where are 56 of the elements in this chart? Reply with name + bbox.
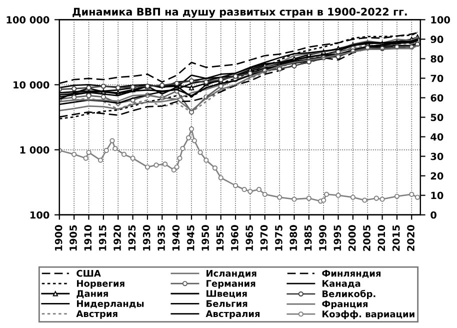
x-tick-label: 2000	[348, 225, 356, 251]
legend-label: Швеция	[206, 290, 247, 298]
legend-label: США	[76, 270, 101, 277]
legend-label: Бельгия	[206, 300, 248, 307]
x-tick-label: 1915	[98, 225, 106, 251]
y2-tick-label: 30	[430, 152, 444, 160]
x-tick-label: 1970	[260, 225, 268, 251]
y2-tick-label: 100	[431, 16, 450, 24]
legend-label: Австрия	[76, 310, 118, 319]
legend-label: Великобр.	[322, 290, 376, 299]
x-tick-label: 2020	[407, 225, 414, 251]
x-tick-label: 1940	[172, 225, 180, 251]
chart-title: Динамика ВВП на душу развитых стран в 1900-2022 гг.	[72, 8, 407, 18]
x-tick-label: 1905	[70, 225, 77, 251]
x-tick-label: 1935	[158, 225, 165, 251]
legend-label: Австралия	[206, 310, 260, 319]
y2-tick-label: 0	[430, 211, 436, 219]
x-tick-label: 1910	[84, 225, 92, 251]
x-tick-label: 1995	[334, 225, 342, 251]
x-tick-label: 1990	[319, 225, 326, 251]
y2-tick-label: 70	[430, 74, 444, 82]
y2-tick-label: 10	[431, 192, 444, 200]
x-tick-label: 1920	[114, 225, 121, 251]
x-tick-label: 2015	[392, 225, 400, 251]
y2-tick-label: 20	[430, 172, 444, 180]
x-tick-label: 1950	[202, 225, 209, 251]
legend-label: Канада	[322, 280, 360, 288]
legend-label: Германия	[206, 280, 256, 289]
x-tick-label: 1945	[186, 225, 194, 251]
x-tick-label: 1925	[128, 225, 136, 251]
legend-label: Дания	[76, 290, 108, 298]
x-tick-label: 1975	[275, 225, 282, 251]
legend-label: Нидерланды	[77, 300, 144, 309]
y2-tick-label: 50	[430, 114, 444, 122]
legend-label: Норвегия	[77, 280, 124, 289]
y2-tick-label: 60	[430, 94, 444, 102]
x-tick-label: 1900	[54, 225, 62, 251]
x-tick-label: 1955	[216, 225, 224, 251]
x-tick-label: 1960	[230, 225, 238, 251]
x-tick-label: 1980	[290, 225, 298, 251]
y2-tick-label: 40	[430, 133, 444, 141]
legend-label: Франция	[322, 300, 368, 310]
x-tick-label: 2010	[378, 225, 386, 251]
legend-label: Коэфф. вариации	[322, 310, 414, 320]
y2-tick-label: 90	[430, 36, 444, 44]
x-tick-label: 1985	[304, 225, 312, 251]
x-tick-label: 1930	[142, 225, 150, 251]
x-tick-label: 2005	[363, 225, 370, 251]
y2-tick-label: 80	[430, 55, 444, 63]
y-tick-label: 100 000	[6, 16, 50, 24]
legend-label: Финляндия	[322, 270, 381, 278]
x-tick-label: 1965	[246, 225, 254, 251]
legend-label: Исландия	[206, 270, 256, 278]
y-tick-label: 10 000	[14, 81, 50, 89]
y-tick-label: 1 000	[20, 146, 50, 154]
y-tick-label: 100	[30, 211, 50, 219]
